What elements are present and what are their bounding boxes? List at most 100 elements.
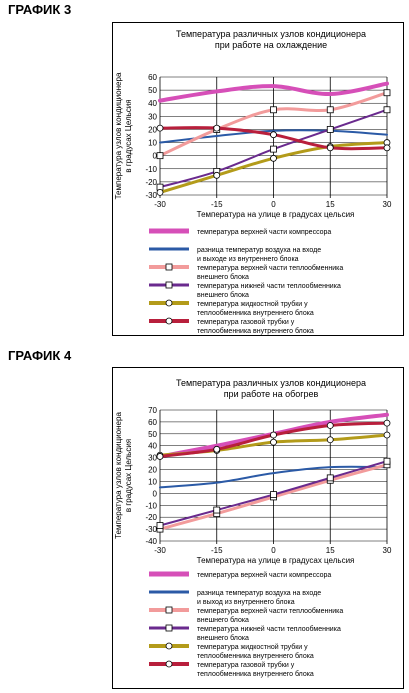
graph3-legend-marker-circle xyxy=(165,317,173,325)
graph4-title-line: Температура различных узлов кондиционера xyxy=(176,378,366,388)
graph3-y-axis-label-line: в градусах Цельсия xyxy=(124,99,133,172)
graph3-legend-label: температура жидкостной трубки у xyxy=(197,300,308,308)
graph3-legend-label: внешнего блока xyxy=(197,291,249,299)
graph3-data-point-square xyxy=(326,106,334,114)
graph3-y-tick-label: 20 xyxy=(148,125,157,134)
graph4-legend-label: и выход из внутреннего блока xyxy=(197,598,295,606)
graph3-x-tick-label: 15 xyxy=(326,200,335,209)
graph3-data-point-circle xyxy=(270,154,277,162)
graph3-y-axis-label-line: Температура узлов кондиционера xyxy=(114,72,123,199)
graph3-title-line: при работе на охлаждение xyxy=(215,40,327,50)
graph4-data-point-square xyxy=(156,522,164,529)
graph3-legend-label: разница температур воздуха на входе xyxy=(197,247,321,254)
graph4-legend-label: температура жидкостной трубки у xyxy=(197,643,308,651)
graph3-legend-label: теплообменника внутреннего блока xyxy=(197,327,314,335)
graph3-y-tick-label: 60 xyxy=(148,73,157,82)
graph4-data-point-circle xyxy=(270,431,277,439)
graph4-x-tick-label: 0 xyxy=(271,546,276,555)
graph3-y-tick-label: 50 xyxy=(148,86,157,95)
graph3-legend-marker-square xyxy=(165,263,173,271)
graph4-y-tick-label: 70 xyxy=(148,406,157,415)
graph3-panel: Температура различных узлов кондиционера… xyxy=(112,22,404,336)
graph3-data-point-circle xyxy=(270,131,277,139)
graph4-y-tick-label: 20 xyxy=(148,466,157,475)
graph4-x-axis-label: Температура на улице в градусах цельсия xyxy=(197,556,355,565)
graph4-x-tick-label: -30 xyxy=(154,546,166,555)
graph3-x-tick-label: 0 xyxy=(271,200,276,209)
graph4-title-line: при работе на обогрев xyxy=(224,389,319,399)
graph4-y-tick-label: -20 xyxy=(145,513,157,522)
graph4-data-point-square xyxy=(270,491,277,498)
graph3-x-tick-label: -15 xyxy=(211,200,223,209)
graph4-y-tick-label: 60 xyxy=(148,418,157,427)
graph3-y-tick-label: 0 xyxy=(153,152,158,161)
graph3-legend-label: температура нижней части теплообменника xyxy=(197,282,341,290)
graph4-legend-label: теплообменника внутреннего блока xyxy=(197,652,314,660)
graph4-y-tick-label: 50 xyxy=(148,430,157,439)
graph3-data-point-square xyxy=(383,106,391,114)
graph3-y-tick-label: -10 xyxy=(145,165,157,174)
graph3-data-point-circle xyxy=(326,144,334,152)
graph4-legend-marker-circle xyxy=(165,642,173,650)
graph4-y-tick-label: 30 xyxy=(148,454,157,463)
graph3-legend-label: и выходе из внутреннего блока xyxy=(197,255,299,263)
graph3-series-line-0 xyxy=(158,81,389,103)
graph3-legend-marker-square xyxy=(165,281,173,289)
graph3-legend-label: внешнего блока xyxy=(197,273,249,281)
graph4-data-point-circle xyxy=(326,436,334,444)
graph4-y-axis-label-line: Температура узлов кондиционера xyxy=(114,412,123,539)
graph3-y-tick-label: 30 xyxy=(148,112,157,121)
graph4-legend-marker-circle xyxy=(165,660,173,668)
graph3-y-tick-label: 10 xyxy=(148,139,157,148)
graph4-data-point-square xyxy=(383,457,391,465)
graph4-label: ГРАФИК 4 xyxy=(8,348,72,363)
graph4-legend-marker-square xyxy=(165,624,173,632)
graph3-x-axis-label: Температура на улице в градусах цельсия xyxy=(197,210,355,219)
graph4-series-line-1 xyxy=(159,465,388,489)
graph3-data-point-square xyxy=(326,126,334,133)
graph3-data-point-circle xyxy=(156,124,164,132)
graph4-x-tick-label: -15 xyxy=(211,546,223,555)
graph4-data-point-circle xyxy=(270,438,277,446)
graph3-x-tick-label: -30 xyxy=(154,200,166,209)
graph4-data-point-square xyxy=(213,506,221,514)
graph3-chart: Температура различных узлов кондиционера… xyxy=(114,29,392,335)
graph4-chart: Температура различных узлов кондиционера… xyxy=(114,378,392,678)
graph3-legend-label: температура верхней части теплообменника xyxy=(197,264,343,272)
graph3-data-point-circle xyxy=(213,124,221,132)
graph4-x-tick-label: 30 xyxy=(383,546,392,555)
graph4-y-tick-label: -30 xyxy=(145,525,157,534)
graph3-data-point-circle xyxy=(156,188,164,196)
graph4-legend-label: разница температур воздуха на входе xyxy=(197,590,321,597)
graph4-y-tick-label: 10 xyxy=(148,477,157,486)
graph3-data-point-circle xyxy=(213,171,221,179)
graph4-y-tick-label: -10 xyxy=(145,501,157,510)
graph4-y-axis-label-line: в градусах Цельсия xyxy=(124,439,133,512)
graph4-legend-label: температура верхней части теплообменника xyxy=(197,607,343,615)
graph3-legend-marker-circle xyxy=(165,299,173,307)
graph4-y-tick-label: -40 xyxy=(145,537,157,546)
graph3-legend-label: температура верхней части компрессора xyxy=(197,228,331,236)
graph3-legend-label: теплообменника внутреннего блока xyxy=(197,309,314,317)
graph4-x-tick-label: 15 xyxy=(326,546,335,555)
graph3-data-point-square xyxy=(270,106,277,114)
graph4-data-point-circle xyxy=(326,422,334,429)
graph3-data-point-circle xyxy=(383,144,391,152)
graph4-data-point-circle xyxy=(213,445,221,453)
graph4-legend-label: температура нижней части теплообменника xyxy=(197,625,341,633)
graph4-legend-label: теплообменника внутреннего блока xyxy=(197,670,314,678)
graph4-panel: Температура различных узлов кондиционера… xyxy=(112,367,404,689)
graph3-data-point-square xyxy=(270,145,277,153)
graph4-legend-label: температура верхней части компрессора xyxy=(197,571,331,579)
graph4-y-tick-label: 0 xyxy=(153,489,158,498)
graph3-y-tick-label: -20 xyxy=(145,178,157,187)
graph4-data-point-circle xyxy=(383,419,391,427)
graph4-data-point-circle xyxy=(383,431,391,439)
graph4-legend-label: внешнего блока xyxy=(197,616,249,624)
graph4-legend-marker-square xyxy=(165,606,173,614)
graph3-x-tick-label: 30 xyxy=(383,200,392,209)
graph3-title-line: Температура различных узлов кондиционера xyxy=(176,29,366,39)
graph4-y-tick-label: 40 xyxy=(148,442,157,451)
graph3-data-point-square xyxy=(383,89,391,97)
graph4-data-point-circle xyxy=(156,453,164,460)
